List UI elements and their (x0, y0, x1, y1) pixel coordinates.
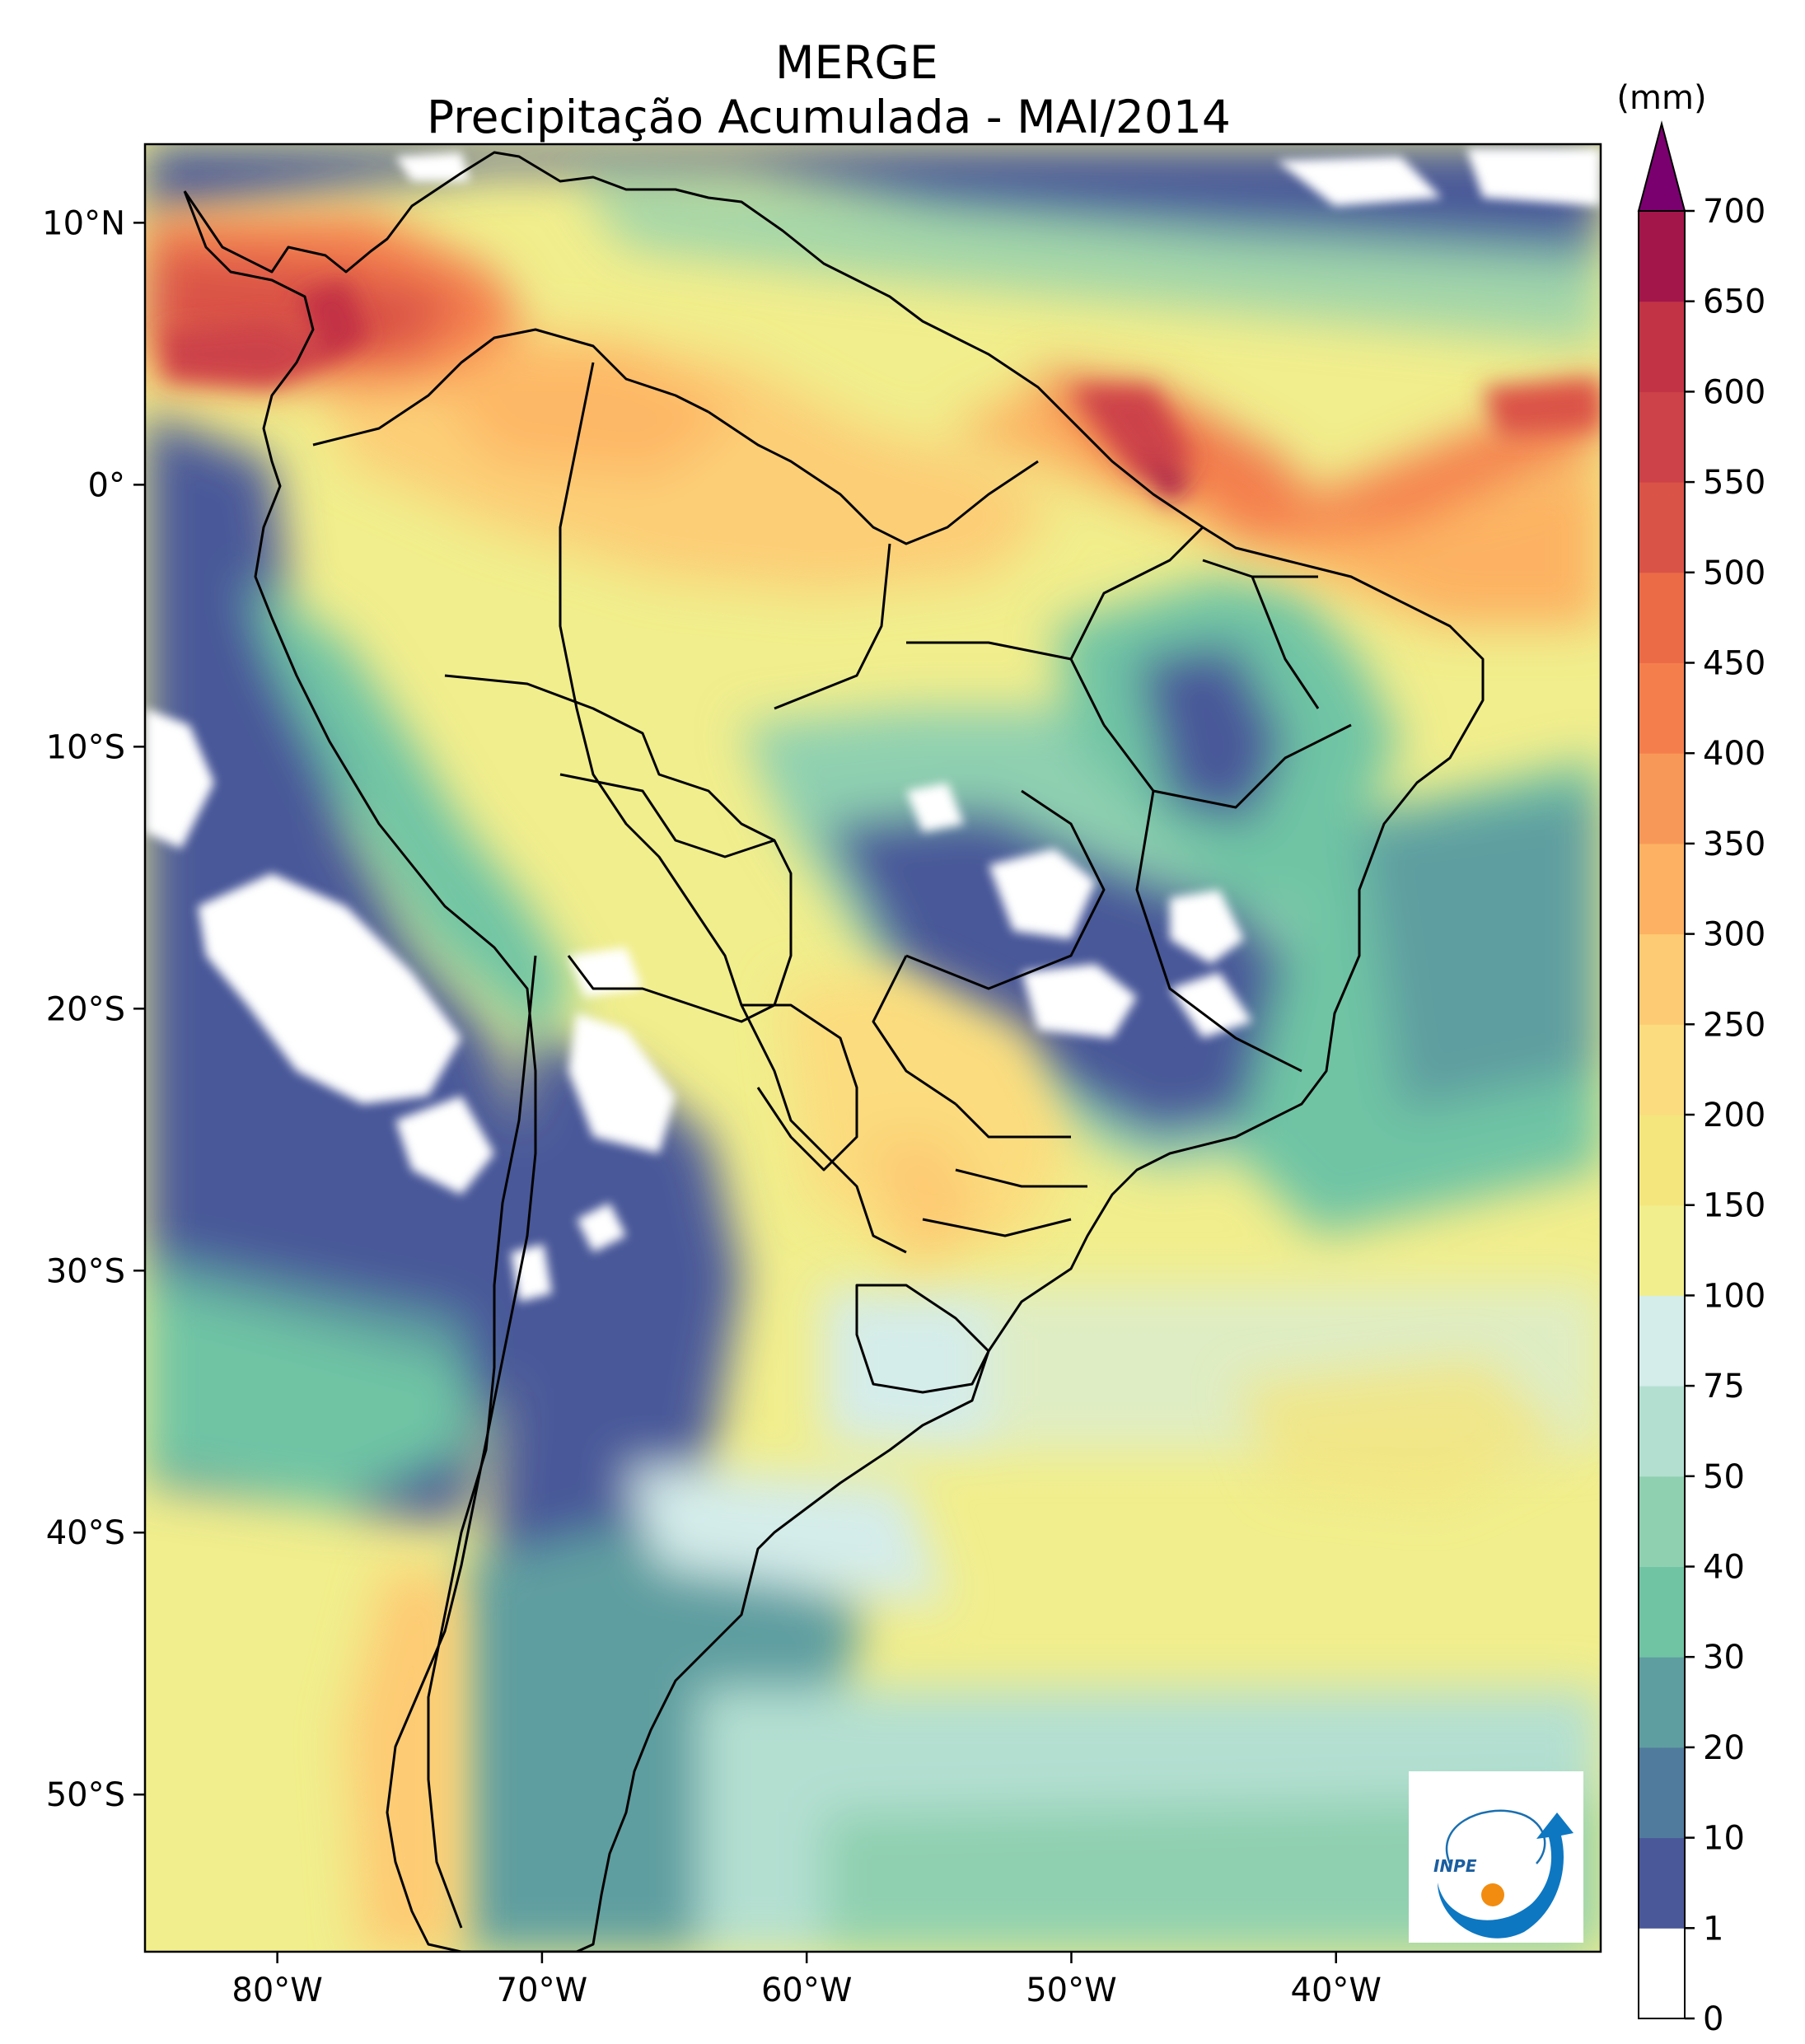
lat-tick-label: 10°N (42, 204, 125, 242)
logo-text: INPE (1433, 1856, 1477, 1876)
colorbar-tick-label: 50 (1703, 1458, 1745, 1496)
logo-swoosh (1438, 1812, 1574, 1939)
colorbar-segment (1639, 662, 1685, 754)
colorbar-segment (1639, 1204, 1685, 1296)
colorbar-unit: (mm) (1616, 79, 1706, 117)
colorbar-tick-label: 500 (1703, 554, 1765, 592)
colorbar-tick-label: 200 (1703, 1097, 1765, 1134)
colorbar-segment (1639, 1024, 1685, 1116)
colorbar-segment (1639, 1837, 1685, 1929)
lon-tick-label: 70°W (497, 1972, 587, 2009)
border-uruguay (855, 1284, 990, 1394)
colorbar-tick-label: 75 (1703, 1368, 1745, 1406)
border-peru-brazil (444, 674, 775, 842)
colorbar-ticks: 0 1 10 20 30 40 50 75 100 150 200 250 300 350 400 450 50… (1685, 193, 1765, 2038)
lat-tick-label: 10°S (46, 728, 125, 766)
colorbar-tick-label: 650 (1703, 283, 1765, 321)
lat-tick-label: 50°S (46, 1776, 125, 1814)
border-paraguay (741, 1003, 858, 1172)
colorbar-segments (1639, 211, 1685, 2019)
border-argentina-chile (427, 955, 537, 1929)
continent-outline (183, 151, 1485, 1952)
map-frame (143, 143, 1602, 1953)
colorbar-segment (1639, 1747, 1685, 1839)
field-intense-cores (165, 280, 1601, 503)
colorbar-segment (1639, 1657, 1685, 1748)
border-brazil-west (559, 362, 907, 1254)
colorbar-tick-label: 550 (1703, 464, 1765, 502)
colorbar-segment (1639, 933, 1685, 1025)
colorbar-segment (1639, 301, 1685, 392)
lon-tick-label: 60°W (761, 1972, 852, 2009)
inpe-logo: INPE (1409, 1771, 1583, 1943)
map-subtitle: Precipitação Acumulada - MAI/2014 (427, 91, 1231, 143)
colorbar-tick-label: 300 (1703, 916, 1765, 954)
colorbar-tick-label: 0 (1703, 2000, 1723, 2038)
colorbar: (mm) 0 1 10 20 30 40 50 75 100 150 200 250 300 350 400… (1616, 79, 1765, 2038)
longitude-axis: 80°W 70°W 60°W 50°W 40°W (231, 1952, 1382, 2009)
colorbar-tick-label: 20 (1703, 1729, 1745, 1767)
state-borders (774, 526, 1352, 1237)
colorbar-segment (1639, 843, 1685, 935)
lat-tick-label: 30°S (46, 1252, 125, 1290)
colorbar-segment (1639, 1928, 1685, 2019)
lon-tick-label: 40°W (1291, 1972, 1382, 2009)
border-colombia (312, 328, 709, 447)
colorbar-tick-label: 40 (1703, 1549, 1745, 1587)
lat-tick-label: 20°S (46, 990, 125, 1028)
map-title: MERGE (775, 36, 938, 89)
lon-tick-label: 80°W (231, 1972, 322, 2009)
colorbar-tick-label: 350 (1703, 826, 1765, 863)
colorbar-segment (1639, 482, 1685, 573)
border-brazil-north (708, 410, 1039, 545)
colorbar-tick-label: 700 (1703, 193, 1765, 231)
field-broad-regions (145, 144, 1601, 1952)
colorbar-segment (1639, 211, 1685, 302)
precipitation-field (145, 144, 1601, 1952)
colorbar-tick-label: 400 (1703, 735, 1765, 773)
colorbar-segment (1639, 1566, 1685, 1658)
colorbar-segment (1639, 1476, 1685, 1567)
colorbar-tick-label: 100 (1703, 1277, 1765, 1315)
border-bolivia (559, 773, 793, 1023)
colorbar-tick-label: 150 (1703, 1187, 1765, 1225)
lon-tick-label: 50°W (1026, 1972, 1116, 2009)
coastline-borders (183, 151, 1485, 1952)
colorbar-segment (1639, 1295, 1685, 1387)
colorbar-segment (1639, 572, 1685, 663)
logo-orbit-arc (1445, 1809, 1546, 1864)
colorbar-extend-arrow (1637, 120, 1686, 212)
lat-tick-label: 40°S (46, 1514, 125, 1552)
colorbar-segment (1639, 391, 1685, 483)
colorbar-tick-label: 250 (1703, 1006, 1765, 1044)
latitude-axis: 10°N 0° 10°S 20°S 30°S 40°S 50°S (42, 204, 145, 1814)
colorbar-segment (1639, 1115, 1685, 1206)
colorbar-tick-label: 450 (1703, 645, 1765, 683)
colorbar-tick-label: 1 (1703, 1910, 1723, 1948)
colorbar-tick-label: 600 (1703, 373, 1765, 411)
logo-orange-dot (1481, 1883, 1504, 1906)
colorbar-segment (1639, 1386, 1685, 1477)
lat-tick-label: 0° (88, 466, 125, 504)
colorbar-segment (1639, 753, 1685, 844)
field-dry-patches (145, 148, 1601, 1302)
colorbar-tick-label: 10 (1703, 1820, 1745, 1858)
colorbar-tick-label: 30 (1703, 1639, 1745, 1677)
